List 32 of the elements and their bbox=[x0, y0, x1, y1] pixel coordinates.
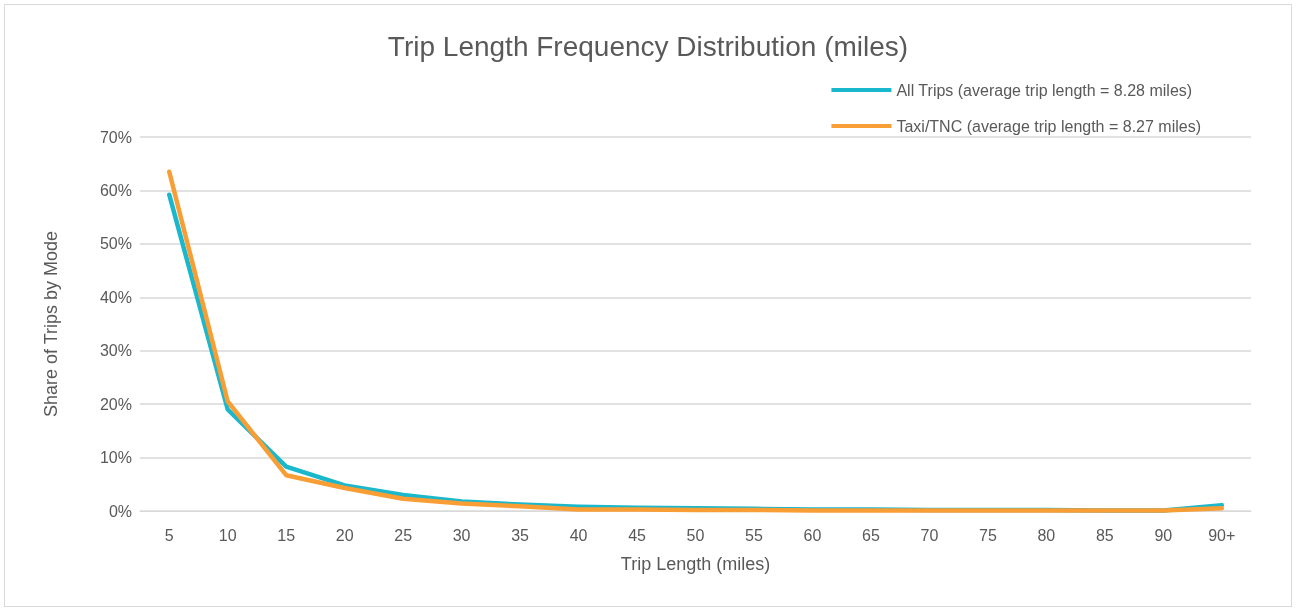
y-tick-label: 60% bbox=[99, 181, 132, 199]
x-tick-label: 60 bbox=[803, 526, 822, 544]
y-tick-label: 30% bbox=[99, 342, 132, 360]
y-axis-title: Share of Trips by Mode bbox=[41, 230, 61, 418]
x-tick-label: 35 bbox=[511, 526, 530, 544]
chart-title: Trip Length Frequency Distribution (miles) bbox=[387, 30, 909, 62]
legend-label: All Trips (average trip length = 8.28 miles) bbox=[896, 81, 1193, 99]
x-axis-title: Trip Length (miles) bbox=[620, 554, 771, 574]
y-tick-label: 70% bbox=[99, 128, 132, 146]
y-tick-label: 40% bbox=[99, 288, 132, 306]
x-tick-label: 80 bbox=[1037, 526, 1056, 544]
x-tick-label: 90 bbox=[1154, 526, 1173, 544]
x-tick-label: 90+ bbox=[1208, 526, 1236, 544]
x-tick-label: 15 bbox=[277, 526, 296, 544]
x-tick-label: 40 bbox=[569, 526, 588, 544]
x-tick-label: 65 bbox=[862, 526, 880, 544]
y-tick-label: 50% bbox=[99, 235, 132, 253]
x-tick-label: 75 bbox=[978, 526, 997, 544]
x-tick-label: 5 bbox=[164, 526, 174, 544]
x-tick-label: 10 bbox=[218, 526, 237, 544]
x-tick-label: 70 bbox=[920, 526, 939, 544]
x-tick-label: 45 bbox=[628, 526, 647, 544]
x-tick-label: 85 bbox=[1095, 526, 1114, 544]
x-tick-label: 55 bbox=[745, 526, 763, 544]
x-tick-label: 25 bbox=[394, 526, 413, 544]
y-tick-label: 0% bbox=[108, 502, 132, 520]
x-tick-label: 20 bbox=[335, 526, 354, 544]
y-tick-label: 20% bbox=[99, 395, 132, 413]
legend-label: Taxi/TNC (average trip length = 8.27 miles) bbox=[896, 117, 1202, 135]
x-tick-label: 30 bbox=[452, 526, 471, 544]
y-tick-label: 10% bbox=[99, 449, 132, 467]
x-tick-label: 50 bbox=[686, 526, 705, 544]
